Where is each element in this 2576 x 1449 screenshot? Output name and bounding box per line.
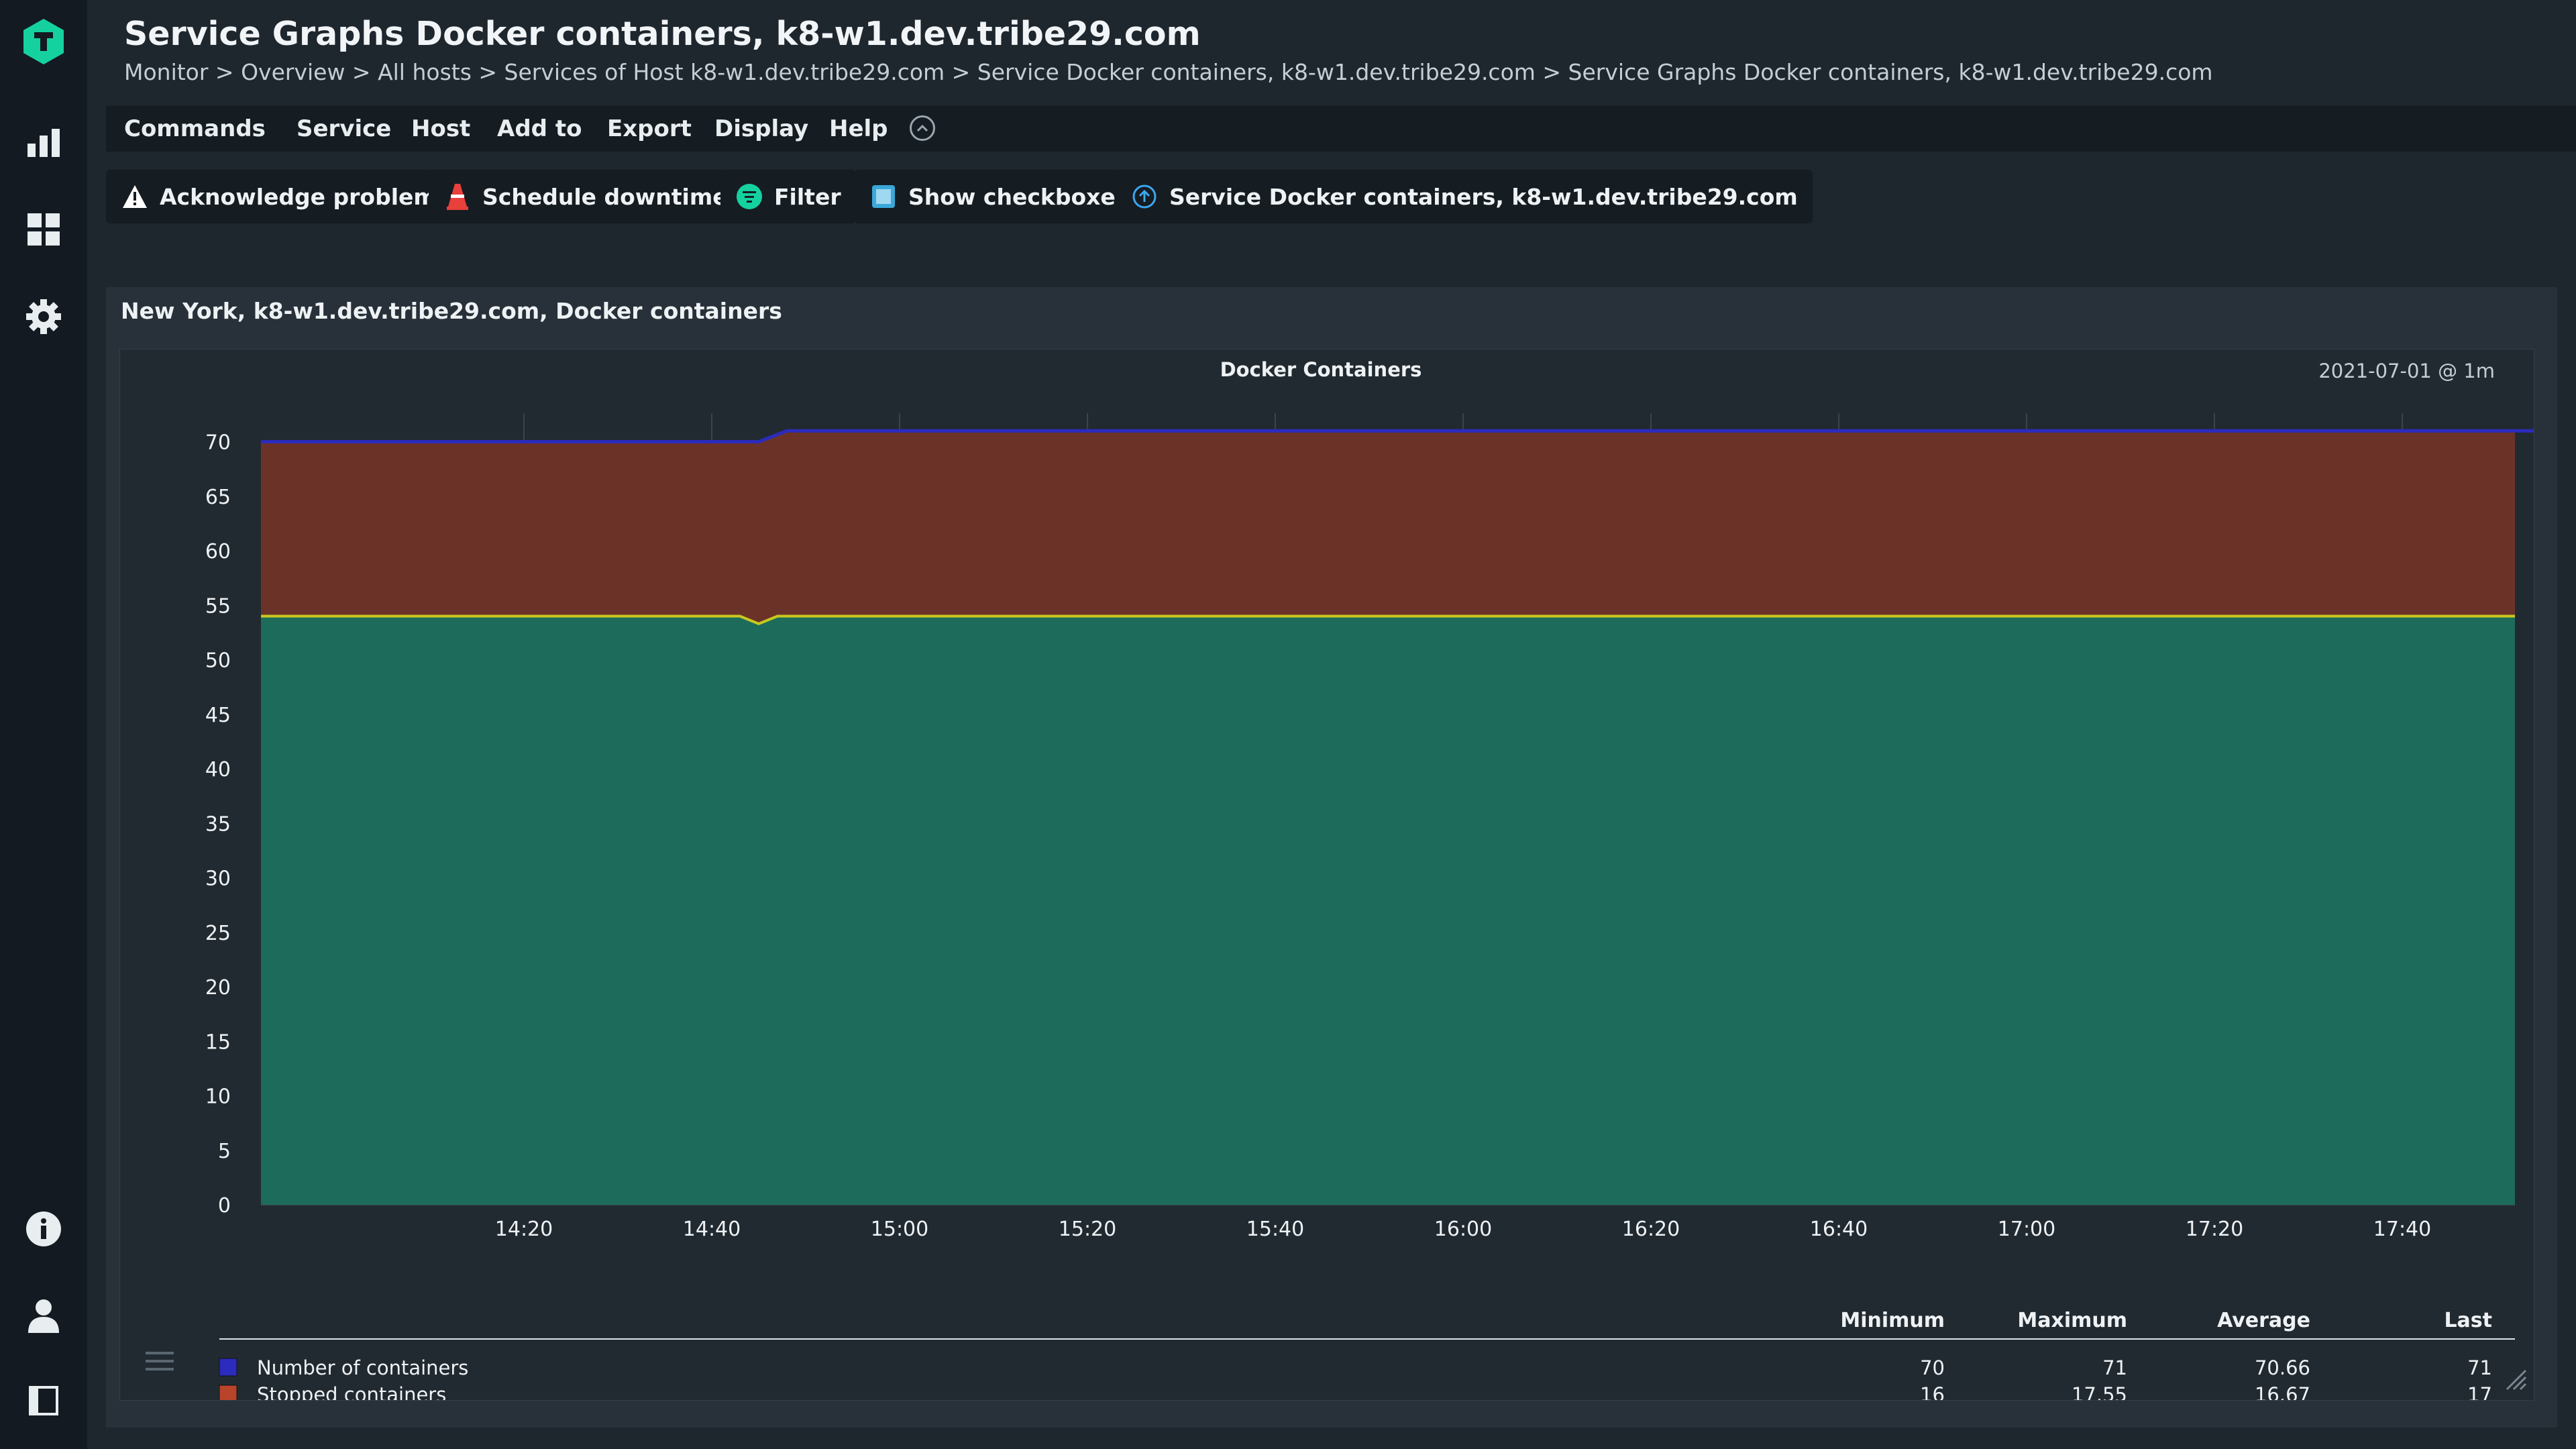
- menu-host[interactable]: Host: [411, 115, 471, 142]
- service-link-icon: [1130, 182, 1159, 211]
- y-tick-label: 35: [205, 812, 231, 836]
- y-tick-label: 5: [218, 1140, 231, 1163]
- legend-value: 16.67: [2255, 1383, 2310, 1400]
- warning-icon: [121, 182, 149, 211]
- monitor-chart-icon[interactable]: [22, 121, 65, 164]
- y-tick-label: 40: [205, 758, 231, 782]
- main-content: Service Graphs Docker containers, k8-w1.…: [87, 0, 2576, 1449]
- x-tick-label: 16:00: [1434, 1218, 1492, 1241]
- traffic-cone-icon: [443, 182, 472, 211]
- user-icon[interactable]: [22, 1295, 65, 1338]
- legend-series-name: Number of containers: [257, 1356, 468, 1379]
- menu-display[interactable]: Display: [714, 115, 809, 142]
- x-tick-label: 15:40: [1246, 1218, 1304, 1241]
- chart-timestamp: 2021-07-01 @ 1m: [2318, 360, 2495, 382]
- x-tick-label: 16:20: [1622, 1218, 1680, 1241]
- legend-swatch: [219, 1358, 237, 1377]
- legend-value: 71: [2102, 1356, 2127, 1379]
- y-tick-label: 55: [205, 594, 231, 618]
- y-tick-label: 70: [205, 431, 231, 455]
- legend-series-name: Stopped containers: [257, 1383, 446, 1400]
- legend-header: Minimum: [1840, 1309, 1945, 1332]
- legend-value: 70: [1920, 1356, 1945, 1379]
- legend-value: 17: [2467, 1383, 2492, 1400]
- running-containers-line: [261, 614, 2515, 626]
- docker-containers-chart[interactable]: 0 5 10 15 20 25 30 35 40 45 50 55 60 65 70 14:20 14:40 1…: [120, 350, 2576, 1449]
- y-tick-label: 20: [205, 976, 231, 1000]
- legend-value: 71: [2467, 1356, 2492, 1379]
- y-tick-label: 0: [218, 1194, 231, 1218]
- dashboard-grid-icon[interactable]: [22, 208, 65, 251]
- menu-add-to[interactable]: Add to: [497, 115, 582, 142]
- legend-value: 70.66: [2255, 1356, 2310, 1379]
- setup-gear-icon[interactable]: [22, 295, 65, 338]
- graph-container: 0 5 10 15 20 25 30 35 40 45 50 55 60 65 70 14:20 14:40 1…: [119, 349, 2576, 1449]
- y-tick-label: 10: [205, 1085, 231, 1109]
- sidebar-toggle-icon[interactable]: [22, 1379, 65, 1422]
- x-tick-label: 14:20: [495, 1218, 553, 1241]
- menu-commands[interactable]: Commands: [124, 115, 266, 142]
- info-icon[interactable]: [22, 1208, 65, 1250]
- x-tick-label: 15:00: [871, 1218, 928, 1241]
- y-tick-label: 50: [205, 649, 231, 673]
- y-tick-label: 25: [205, 922, 231, 945]
- x-tick-label: 16:40: [1810, 1218, 1868, 1241]
- checkmk-logo-icon[interactable]: [22, 19, 65, 64]
- main-sidebar: [0, 0, 87, 1449]
- x-tick-label: 17:20: [2186, 1218, 2243, 1241]
- panel-title: New York, k8-w1.dev.tribe29.com, Docker …: [121, 298, 782, 324]
- legend-header: Last: [2444, 1309, 2492, 1332]
- x-tick-label: 15:20: [1059, 1218, 1116, 1241]
- menu-export[interactable]: Export: [607, 115, 692, 142]
- y-tick-label: 65: [205, 486, 231, 509]
- page-title: Service Graphs Docker containers, k8-w1.…: [124, 15, 1201, 53]
- checkbox-icon: [869, 182, 898, 211]
- menu-service[interactable]: Service: [297, 115, 392, 142]
- legend-header: Average: [2217, 1309, 2310, 1332]
- menu-help[interactable]: Help: [829, 115, 888, 142]
- legend-value: 16: [1920, 1383, 1945, 1400]
- y-tick-label: 60: [205, 540, 231, 564]
- collapse-menu-icon[interactable]: [910, 115, 935, 141]
- legend-header: Maximum: [2017, 1309, 2127, 1332]
- y-tick-label: 45: [205, 704, 231, 727]
- acknowledge-problems-button[interactable]: Acknowledge problems: [106, 170, 465, 223]
- show-checkboxes-button[interactable]: Show checkboxes: [855, 170, 1144, 223]
- y-tick-label: 30: [205, 867, 231, 891]
- x-tick-label: 17:00: [1998, 1218, 2055, 1241]
- x-tick-label: 17:40: [2373, 1218, 2431, 1241]
- running-containers-area: [261, 616, 2515, 1205]
- breadcrumb[interactable]: Monitor > Overview > All hosts > Service…: [124, 59, 2213, 85]
- chart-title: Docker Containers: [1220, 358, 1422, 381]
- y-tick-label: 15: [205, 1030, 231, 1054]
- filter-button[interactable]: Filter: [720, 170, 856, 223]
- legend-swatch: [219, 1385, 237, 1403]
- number-of-containers-line: [261, 429, 2576, 443]
- legend-value: 17.55: [2072, 1383, 2127, 1400]
- menubar: Commands Service Host Add to Export Disp…: [106, 106, 2576, 152]
- schedule-downtimes-button[interactable]: Schedule downtimes: [429, 170, 756, 223]
- resize-handle-icon[interactable]: [2504, 1368, 2527, 1393]
- graph-menu-icon[interactable]: [144, 1349, 175, 1376]
- filter-icon: [735, 182, 763, 211]
- graph-panel: New York, k8-w1.dev.tribe29.com, Docker …: [106, 287, 2576, 1449]
- x-tick-label: 14:40: [683, 1218, 741, 1241]
- service-docker-link-button[interactable]: Service Docker containers, k8-w1.dev.tri…: [1116, 170, 1813, 223]
- stopped-containers-area: [261, 431, 2576, 624]
